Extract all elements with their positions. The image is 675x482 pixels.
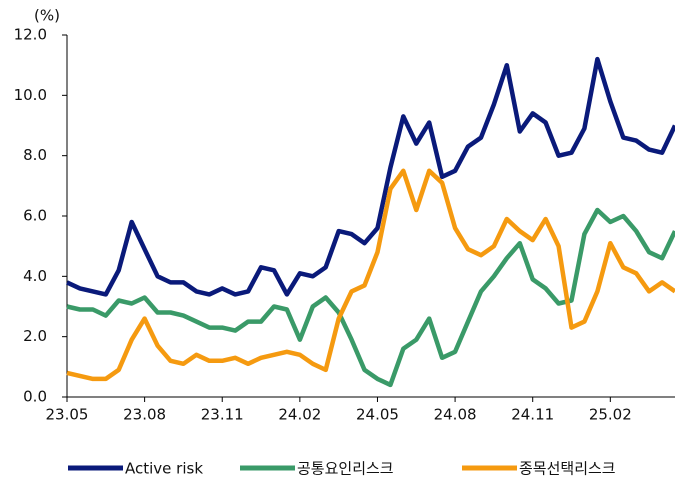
series-line <box>66 56 675 297</box>
x-tick-label: 23.08 <box>123 406 166 424</box>
x-tick-label: 24.05 <box>356 406 399 424</box>
x-tick-label: 23.11 <box>201 406 244 424</box>
x-tick-label: 25.02 <box>589 406 632 424</box>
y-tick-label: 8.0 <box>23 146 47 164</box>
legend-label: 공통요인리스크 <box>297 460 394 478</box>
series-line <box>66 168 675 382</box>
y-tick-label: 10.0 <box>14 86 47 104</box>
series-line <box>66 207 675 388</box>
x-tick-label: 24.02 <box>278 406 321 424</box>
x-tick-label: 23.05 <box>46 406 89 424</box>
legend-label: 종목선택리스크 <box>519 460 616 478</box>
legend-label: Active risk <box>125 460 203 478</box>
y-tick-label: 12.0 <box>14 26 47 44</box>
y-tick-label: 4.0 <box>23 267 47 285</box>
y-unit-label: (%) <box>34 7 60 25</box>
y-tick-label: 6.0 <box>23 207 47 225</box>
x-tick-label: 24.11 <box>511 406 554 424</box>
x-tick-label: 24.08 <box>434 406 477 424</box>
y-tick-label: 2.0 <box>23 327 47 345</box>
y-tick-label: 0.0 <box>23 388 47 406</box>
